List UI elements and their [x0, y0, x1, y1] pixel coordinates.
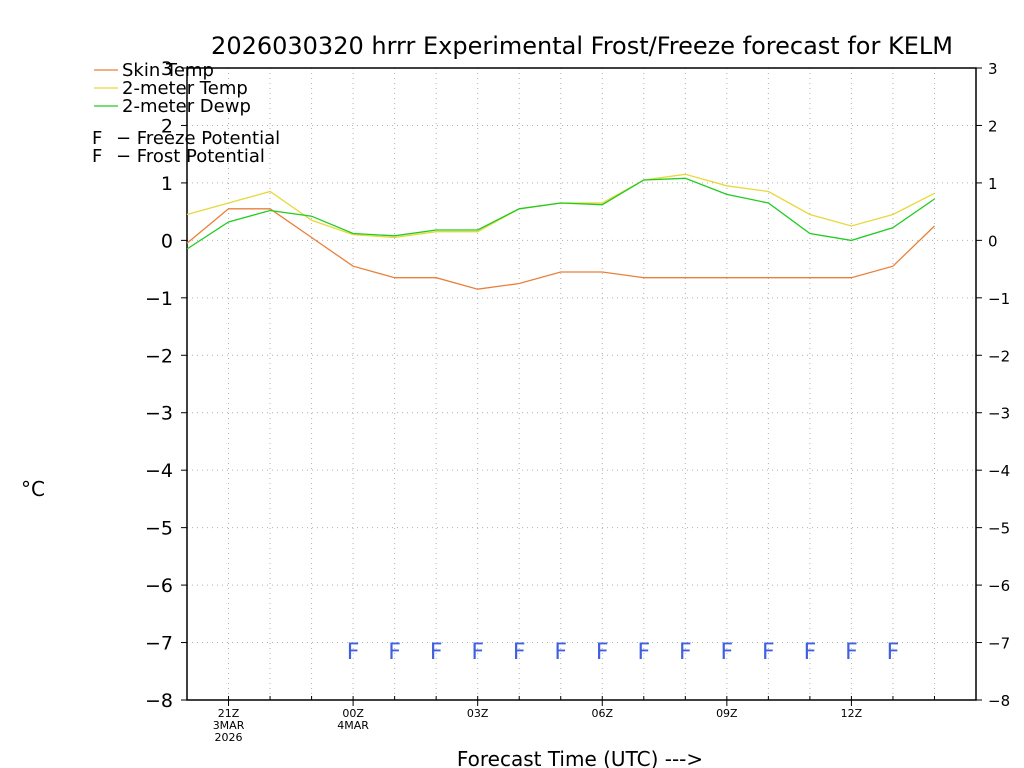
x-tick-label: 21Z — [218, 707, 240, 720]
y-tick-label-right: 0 — [988, 232, 998, 250]
frost-potential-marker: F — [430, 640, 443, 665]
chart-title: 2026030320 hrrr Experimental Frost/Freez… — [211, 32, 953, 60]
y-tick-label-left: 0 — [161, 230, 173, 252]
legend-potential-symbol: F — [92, 146, 102, 167]
frost-potential-marker: F — [845, 640, 858, 665]
y-tick-label-right: −3 — [988, 405, 1010, 423]
y-tick-label-right: −8 — [988, 692, 1010, 710]
y-tick-label-left: 2 — [161, 115, 173, 137]
y-tick-label-left: 1 — [161, 173, 173, 195]
x-tick-label: 3MAR — [213, 719, 245, 732]
legend-entry-label: Skin Temp — [122, 60, 214, 81]
frost-potential-marker: F — [804, 640, 817, 665]
y-tick-label-left: −5 — [145, 518, 173, 540]
y-tick-label-right: −1 — [988, 290, 1010, 308]
legend-potential-label: − Freeze Potential — [116, 128, 280, 149]
frost-potential-marker: F — [596, 640, 609, 665]
series-line-skin-temp — [186, 208, 935, 290]
y-axis-label: °C — [21, 477, 45, 501]
y-tick-label-left: −2 — [145, 345, 173, 367]
x-tick-label: 4MAR — [337, 719, 369, 732]
y-tick-label-right: −4 — [988, 462, 1010, 480]
y-tick-label-right: −2 — [988, 347, 1010, 365]
y-tick-label-left: −1 — [145, 288, 173, 310]
y-tick-label-left: 3 — [161, 58, 173, 80]
y-tick-label-right: −5 — [988, 520, 1010, 538]
legend-entry-label: 2-meter Temp — [122, 78, 248, 99]
x-tick-label: 03Z — [467, 707, 489, 720]
series-lines — [186, 173, 935, 290]
series-line-2-meter-dewp — [186, 177, 935, 250]
y-tick-label-left: −4 — [145, 460, 173, 482]
y-tick-label-right: 1 — [988, 175, 998, 193]
x-tick-label: 00Z — [342, 707, 364, 720]
frost-potential-marker: F — [388, 640, 401, 665]
frost-potential-marker: F — [679, 640, 692, 665]
y-tick-label-right: 3 — [988, 60, 998, 78]
y-tick-label-right: −7 — [988, 635, 1010, 653]
frost-potential-marker: F — [637, 640, 650, 665]
grid-lines — [187, 68, 976, 700]
frost-potential-marker: F — [513, 640, 526, 665]
x-tick-label: 06Z — [591, 707, 613, 720]
frost-potential-marker: F — [887, 640, 900, 665]
x-axis-label: Forecast Time (UTC) ---> — [457, 747, 703, 768]
x-tick-label: 12Z — [841, 707, 863, 720]
frost-potential-marker: F — [347, 640, 360, 665]
y-tick-label-right: −6 — [988, 577, 1010, 595]
frost-potential-marker: F — [471, 640, 484, 665]
legend-potential-label: − Frost Potential — [116, 146, 265, 167]
legend-potential-symbol: F — [92, 128, 102, 149]
frost-potential-marker: F — [721, 640, 734, 665]
y-tick-label-left: −6 — [145, 575, 173, 597]
frost-potential-marker: F — [554, 640, 567, 665]
y-tick-label-right: 2 — [988, 117, 998, 135]
y-axis: 3 3 2 2 1 1 0 0 −1 −1 −2 −2 −3 −3 −4 −4 −5 −5 −6 −6 −7 −7 −8 −8 — [145, 58, 1010, 712]
plot-frame — [186, 67, 977, 701]
x-tick-label: 2026 — [215, 731, 243, 744]
frost-potential-marker: F — [762, 640, 775, 665]
x-tick-label: 09Z — [716, 707, 738, 720]
y-tick-label-left: −3 — [145, 403, 173, 425]
y-tick-label-left: −8 — [145, 690, 173, 712]
legend-entry-label: 2-meter Dewp — [122, 96, 251, 117]
y-tick-label-left: −7 — [145, 633, 173, 655]
